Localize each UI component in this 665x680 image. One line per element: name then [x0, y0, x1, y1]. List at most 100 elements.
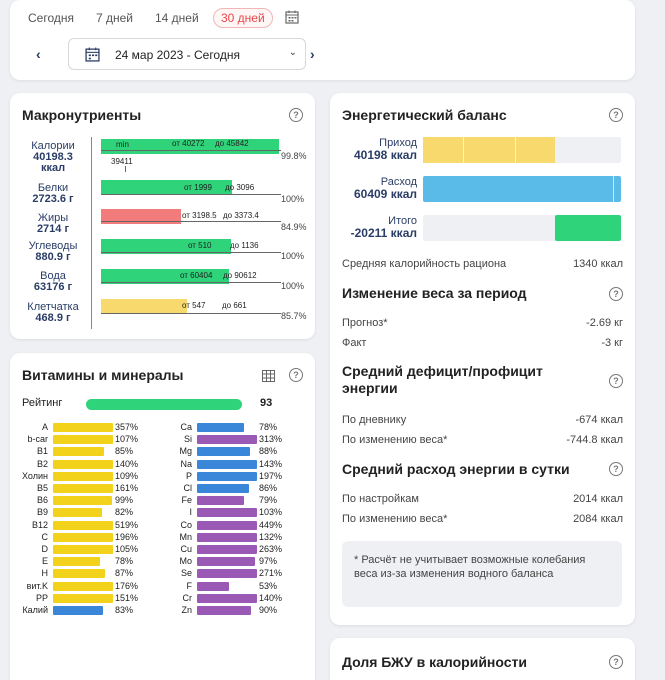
tab-30-days[interactable]: 30 дней [213, 8, 273, 28]
date-range-select[interactable]: 24 мар 2023 - Сегодня ⌄ [68, 38, 306, 70]
weight-change2-value: 2084 ккал [573, 513, 623, 525]
vitamin-label: B5 [36, 483, 48, 493]
macro-pct-fat: 84.9% [281, 222, 307, 232]
vitamin-label: Si [183, 434, 192, 445]
macro-pct-water: 100% [281, 281, 305, 291]
macro-to-water: до 90612 [223, 271, 257, 280]
vitamin-bar [53, 545, 113, 554]
vitamin-label: P [185, 470, 192, 481]
prev-period-button[interactable]: ‹ [36, 46, 41, 62]
vitamin-bar [53, 532, 113, 542]
vitamin-bar [197, 484, 249, 493]
vitamin-bar [53, 520, 113, 530]
macro-bar-protein [101, 180, 232, 195]
vitamin-pct: 90% [259, 605, 278, 615]
help-icon[interactable]: ? [289, 368, 303, 382]
vitamin-pct: 78% [259, 422, 278, 432]
macro-label-fat: Жиры 2714 г [36, 212, 70, 235]
vitamin-bar [53, 423, 113, 432]
energy-card: Энергетический баланс ? Приход 40198 ккал… [330, 93, 635, 625]
help-icon[interactable]: ? [609, 108, 623, 122]
vitamin-label: H [41, 568, 49, 579]
vitamin-pct: 103% [259, 507, 283, 518]
vitamin-pct: 87% [115, 568, 134, 579]
forecast-value: -2.69 кг [586, 317, 623, 329]
macro-line [101, 221, 281, 222]
vitamin-bar [53, 496, 112, 506]
macro-from-carbs: от 510 [188, 241, 212, 250]
vitamin-label: C [41, 531, 49, 542]
vitamin-pct: 99% [115, 495, 134, 506]
vitamin-pct: 88% [259, 446, 278, 457]
macro-label-water: Вода 63176 г [33, 270, 73, 293]
energy-expense-divider [613, 176, 614, 202]
macro-tick [125, 166, 126, 172]
macros-title: Макронутриенты [22, 107, 142, 123]
fact-label: Факт [342, 337, 367, 349]
vitamin-pct: 176% [115, 580, 139, 591]
diary-value: -674 ккал [575, 414, 623, 426]
vitamin-label: b-car [27, 434, 48, 445]
vitamin-label: Mo [179, 556, 192, 567]
vitamin-label: B6 [36, 495, 48, 506]
tab-14-days[interactable]: 14 дней [155, 11, 199, 25]
help-icon[interactable]: ? [289, 108, 303, 122]
calendar-icon[interactable] [285, 10, 299, 29]
vitamin-pct: 271% [259, 568, 283, 579]
vitamin-label: Co [180, 519, 192, 530]
vitamin-label: Se [180, 568, 192, 579]
period-card: Сегодня 7 дней 14 дней 30 дней ‹ 24 мар … [10, 0, 635, 80]
vitamin-label: Cl [183, 483, 193, 493]
help-icon[interactable]: ? [609, 462, 623, 476]
macro-pct-calories: 99.8% [281, 151, 307, 161]
vitamin-pct: 263% [259, 544, 283, 554]
expense-title: Средний расход энергии в сутки [342, 461, 570, 477]
energy-title: Энергетический баланс [342, 107, 507, 123]
macro-bar-fiber [101, 299, 187, 314]
next-period-button[interactable]: › [310, 46, 315, 62]
vitamin-label: Cu [180, 544, 192, 554]
vitamin-label: B9 [36, 507, 48, 518]
vitamin-pct: 107% [115, 434, 139, 445]
vitamin-bar [53, 557, 100, 567]
vitamin-label: Zn [181, 605, 192, 615]
vitamin-pct: 97% [259, 556, 278, 567]
vitamin-bar [197, 557, 255, 567]
fact-value: -3 кг [601, 337, 623, 349]
vitamin-pct: 196% [115, 531, 139, 542]
chevron-down-icon: ⌄ [288, 47, 297, 58]
help-icon[interactable]: ? [609, 374, 623, 388]
note-text: * Расчёт не учитывает возможные колебани… [354, 554, 586, 580]
forecast-label: Прогноз* [342, 317, 388, 329]
vitamin-pct: 53% [259, 580, 278, 591]
vitamin-bar [53, 447, 104, 457]
help-icon[interactable]: ? [609, 655, 623, 669]
vitamin-pct: 140% [115, 458, 139, 469]
tab-today[interactable]: Сегодня [28, 11, 74, 25]
vitamin-label: PP [35, 592, 48, 603]
macro-from-calories: от 40272 [172, 139, 205, 148]
macro-pct-fiber: 85.7% [281, 311, 307, 321]
macro-label-protein: Белки 2723.6 г [32, 182, 74, 205]
macro-extra-below: 39411 [111, 157, 133, 166]
vitamin-pct: 109% [115, 470, 139, 481]
macro-label-calories: Калории 40198.3 ккал [31, 140, 75, 174]
vitamin-label: Калий [22, 605, 48, 615]
energy-expense-label: Расход 60409 ккал [353, 176, 417, 201]
vitamin-label: D [41, 544, 49, 554]
vitamin-bar [197, 435, 257, 445]
help-icon[interactable]: ? [609, 287, 623, 301]
vitamin-bar [197, 545, 257, 554]
macro-line [101, 194, 281, 195]
vitamin-pct: 140% [259, 592, 283, 603]
vitamin-bar [197, 423, 244, 432]
macro-pct-carbs: 100% [281, 251, 305, 261]
vitamin-bar [53, 606, 103, 615]
tab-7-days[interactable]: 7 дней [96, 11, 134, 25]
table-icon[interactable] [262, 369, 275, 387]
macro-line [101, 150, 281, 151]
energy-total-track [423, 215, 621, 241]
macro-min-label: min [116, 140, 129, 149]
vitamin-label: Na [180, 458, 192, 469]
vitamins-card: Витамины и минералы ? Рейтинг 93 A 357% b-… [10, 353, 315, 680]
